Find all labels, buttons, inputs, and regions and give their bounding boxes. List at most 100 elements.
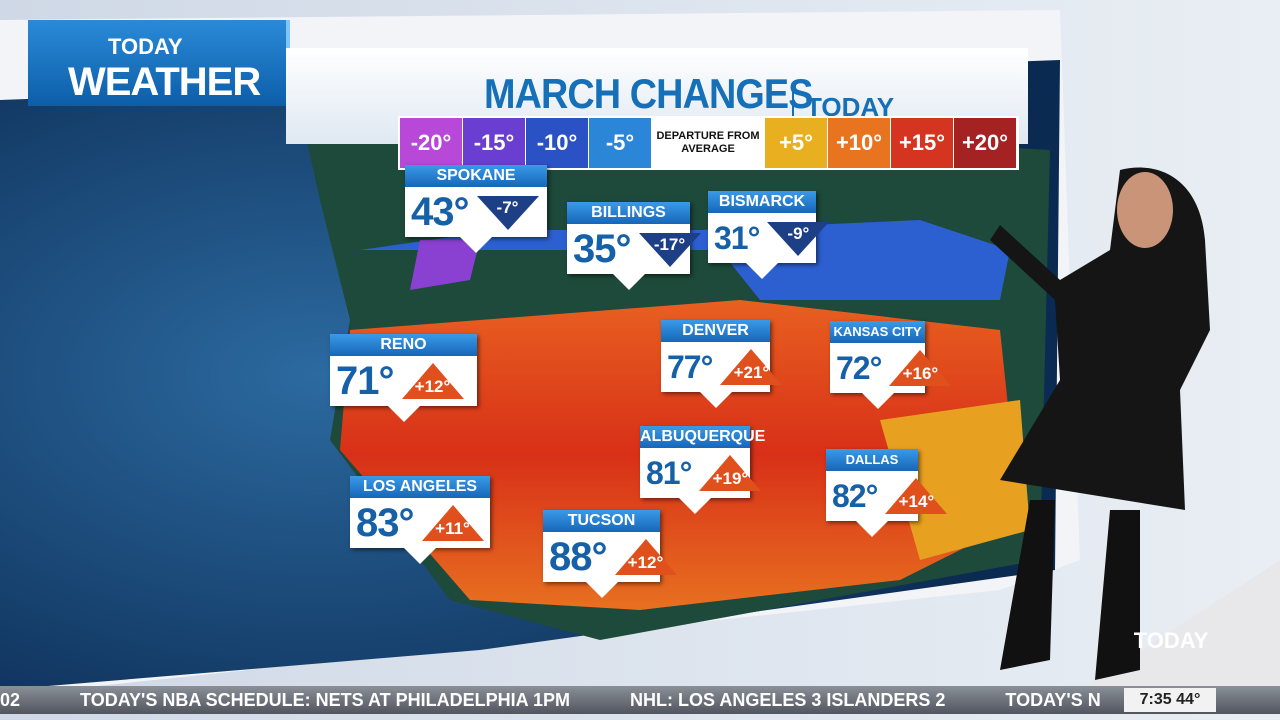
city-temp: 81° [646, 454, 692, 491]
ticker-item: NHL: LOS ANGELES 3 ISLANDERS 2 [630, 690, 946, 710]
legend: -20° -15° -10° -5° DEPARTURE FROM AVERAG… [398, 116, 1019, 170]
city-name: RENO [330, 334, 477, 356]
departure: +12° [414, 377, 451, 396]
city-card: BILLINGS 35° -17° [567, 202, 701, 290]
card-body: 72° +16° [830, 343, 952, 393]
city-card: RENO 71° +12° [330, 334, 477, 422]
departure: +12° [627, 553, 664, 572]
legend-label: DEPARTURE FROM AVERAGE [652, 118, 765, 168]
departure-arrow: -17° [637, 229, 701, 269]
presenter-face [1117, 172, 1173, 248]
departure: +14° [898, 492, 935, 511]
departure-arrow: +19° [697, 453, 762, 493]
arrow-shape [699, 455, 762, 491]
clock: 7:35 44° [1124, 688, 1216, 712]
arrow-triangle [614, 539, 677, 575]
city-temp: 82° [832, 477, 878, 514]
legend-item: +20° [954, 118, 1017, 168]
city-temp: 43° [411, 189, 469, 234]
channel-logo: TODAY [1133, 628, 1209, 653]
logo-today: TODAY [108, 34, 183, 59]
departure-arrow: +21° [718, 347, 783, 387]
presenter [990, 167, 1210, 510]
arrow-triangle [401, 363, 464, 399]
card-body: 71° +12° [330, 356, 477, 406]
time: 7:35 [1139, 691, 1172, 708]
title: MARCH CHANGES [484, 70, 813, 117]
ticker-item: TODAY'S NBA SCHEDULE: NETS AT PHILADELPH… [80, 690, 571, 710]
arrow-shape [885, 478, 948, 514]
separator [792, 84, 794, 124]
arrow-triangle [885, 478, 948, 514]
arrow-triangle [720, 349, 783, 385]
departure: -9° [787, 224, 810, 243]
legend-item: -20° [400, 118, 463, 168]
legend-item: -10° [526, 118, 589, 168]
city-name: BILLINGS [567, 202, 690, 224]
departure-arrow: +12° [400, 361, 466, 401]
card-body: 35° -17° [567, 224, 701, 274]
departure: +16° [902, 364, 939, 383]
city-card: TUCSON 88° +12° [543, 510, 677, 598]
city-card: SPOKANE 43° -7° [405, 165, 547, 253]
city-name: ALBUQUERQUE [640, 426, 765, 448]
arrow-shape [720, 349, 783, 385]
presenter-legs [1000, 500, 1140, 680]
legend-item: +15° [891, 118, 954, 168]
city-name: KANSAS CITY [830, 321, 925, 343]
departure: +21° [733, 363, 770, 382]
legend-item: +5° [765, 118, 828, 168]
departure: +11° [435, 519, 470, 538]
city-card: DENVER 77° +21° [661, 320, 783, 408]
city-card: ALBUQUERQUE 81° +19° [640, 426, 765, 514]
arrow-shape [638, 233, 701, 267]
city-card: KANSAS CITY 72° +16° [830, 321, 952, 409]
ticker-item: TODAY'S N [1005, 690, 1101, 710]
legend-item: +10° [828, 118, 891, 168]
arrow-shape [401, 363, 464, 399]
city-temp: 77° [667, 348, 713, 385]
card-body: 82° +14° [826, 471, 948, 521]
card-body: 77° +21° [661, 342, 783, 392]
ticker-item: 02 [0, 690, 21, 710]
city-name: SPOKANE [405, 165, 547, 187]
city-temp: 72° [836, 349, 882, 386]
arrow-shape [614, 539, 677, 575]
clock-temp: 44° [1176, 691, 1201, 708]
arrow-shape [421, 505, 484, 541]
legend-item: -15° [463, 118, 526, 168]
card-body: 83° +11° [350, 498, 490, 548]
departure: -7° [496, 198, 519, 217]
city-name: TUCSON [543, 510, 660, 532]
arrow-triangle [699, 455, 762, 491]
card-body: 88° +12° [543, 532, 677, 582]
cold-area [360, 220, 1010, 300]
departure-arrow: +12° [613, 537, 677, 577]
departure-arrow: -7° [475, 192, 541, 232]
departure-arrow: +11° [420, 503, 485, 543]
arrow-triangle [767, 222, 830, 256]
departure-arrow: +16° [887, 348, 952, 388]
city-card: BISMARCK 31° -9° [708, 191, 830, 279]
city-name: DALLAS [826, 449, 918, 471]
arrow-triangle [889, 350, 952, 386]
city-card: LOS ANGELES 83° +11° [350, 476, 490, 564]
logo-weather: WEATHER [68, 60, 261, 104]
city-card: DALLAS 82° +14° [826, 449, 948, 537]
city-temp: 83° [356, 500, 414, 545]
arrow-triangle [638, 233, 701, 267]
city-temp: 35° [573, 226, 631, 271]
city-name: LOS ANGELES [350, 476, 490, 498]
city-temp: 71° [336, 358, 394, 403]
departure-arrow: +14° [883, 476, 948, 516]
arrow-triangle [476, 196, 539, 230]
card-body: 81° +19° [640, 448, 762, 498]
city-name: BISMARCK [708, 191, 816, 213]
arrow-triangle [421, 505, 484, 541]
city-temp: 88° [549, 534, 607, 579]
city-temp: 31° [714, 219, 760, 256]
departure: +19° [712, 469, 749, 488]
departure-arrow: -9° [765, 218, 830, 258]
card-body: 31° -9° [708, 213, 830, 263]
